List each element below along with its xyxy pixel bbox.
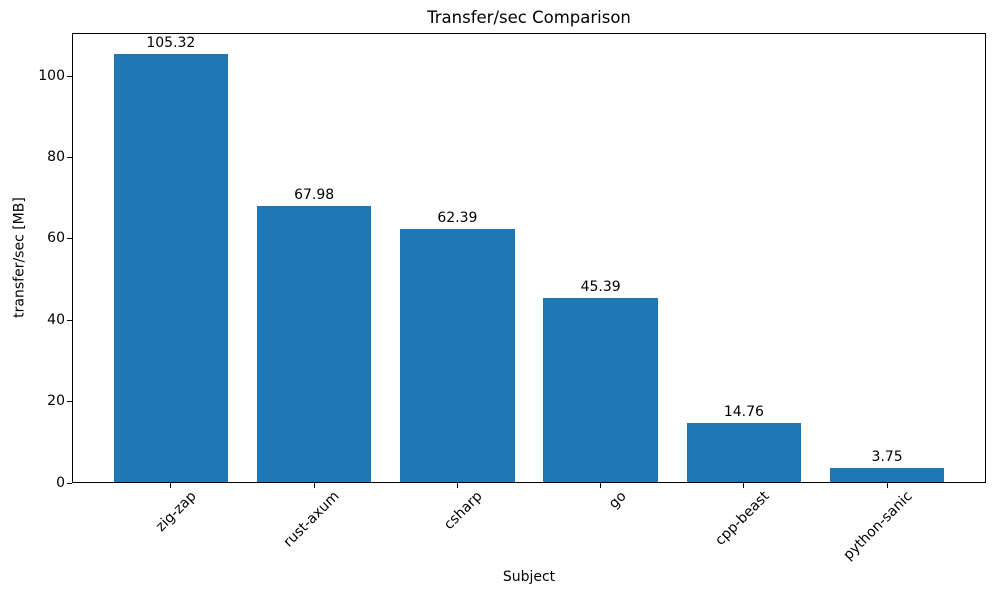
x-tick-mark [456, 483, 458, 488]
bar [829, 467, 945, 482]
bar-value-label: 67.98 [294, 187, 335, 204]
x-tick-mark [170, 483, 172, 488]
bar-value-label: 45.39 [580, 279, 621, 296]
y-tick-label: 60 [47, 230, 65, 247]
bar-value-label: 62.39 [437, 210, 478, 227]
bar [400, 229, 515, 482]
x-tick-mark [313, 483, 315, 488]
y-tick-label: 0 [56, 474, 65, 491]
x-tick-mark [600, 483, 602, 488]
x-tick-mark [886, 483, 888, 488]
bar-value-label: 105.32 [146, 35, 196, 52]
y-tick-mark [67, 482, 72, 484]
y-tick-mark [67, 319, 72, 321]
y-tick-mark [67, 157, 72, 158]
bar [543, 298, 658, 482]
bar-value-label: 3.75 [871, 448, 903, 465]
y-tick-label: 20 [47, 393, 65, 410]
y-tick-label: 80 [47, 149, 65, 165]
bar [686, 422, 802, 482]
x-axis-label: Subject [502, 569, 556, 585]
y-tick-label: 100 [38, 67, 65, 84]
chart-title: Transfer/sec Comparison [427, 8, 631, 27]
y-tick-mark [67, 75, 72, 77]
y-tick-label: 40 [47, 311, 65, 328]
bar-value-label: 14.76 [723, 403, 764, 420]
y-tick-mark [67, 238, 72, 240]
bar [256, 206, 372, 482]
x-tick-mark [743, 483, 745, 488]
y-tick-mark [67, 401, 72, 403]
bar [113, 54, 229, 482]
